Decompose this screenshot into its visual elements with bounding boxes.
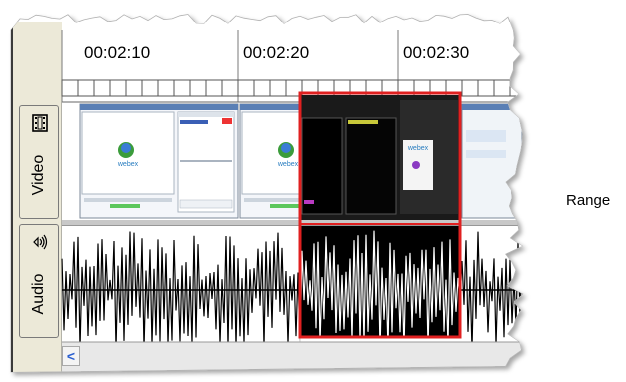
ruler-time-label: 00:02:20 xyxy=(243,43,310,62)
thumbnail-brand: webex xyxy=(117,161,139,168)
audio-waveform xyxy=(61,231,523,350)
ruler-time-label: 00:02:30 xyxy=(403,43,470,62)
video-thumbnail-selected: webex xyxy=(300,95,460,222)
panel-left-border xyxy=(11,22,13,372)
video-thumbnail: webex xyxy=(79,103,239,219)
audio-track-label: Audio xyxy=(30,273,47,315)
thumbnail-brand: webex xyxy=(277,161,299,168)
video-thumbnails: webex webex webex xyxy=(79,95,523,222)
video-track-label: Video xyxy=(30,155,47,196)
horizontal-scrollbar[interactable] xyxy=(62,342,522,372)
range-label: Range xyxy=(566,192,611,209)
speaker-icon xyxy=(33,234,48,250)
selection-range[interactable] xyxy=(298,91,462,339)
film-icon xyxy=(32,114,48,132)
video-thumbnail xyxy=(461,103,523,219)
audio-track-tab[interactable]: Audio xyxy=(19,224,59,338)
ruler-time-label: 00:02:10 xyxy=(84,43,151,62)
scroll-left-button[interactable]: < xyxy=(62,346,80,366)
video-track-tab[interactable]: Video xyxy=(19,105,59,219)
thumbnail-brand: webex xyxy=(407,145,429,152)
